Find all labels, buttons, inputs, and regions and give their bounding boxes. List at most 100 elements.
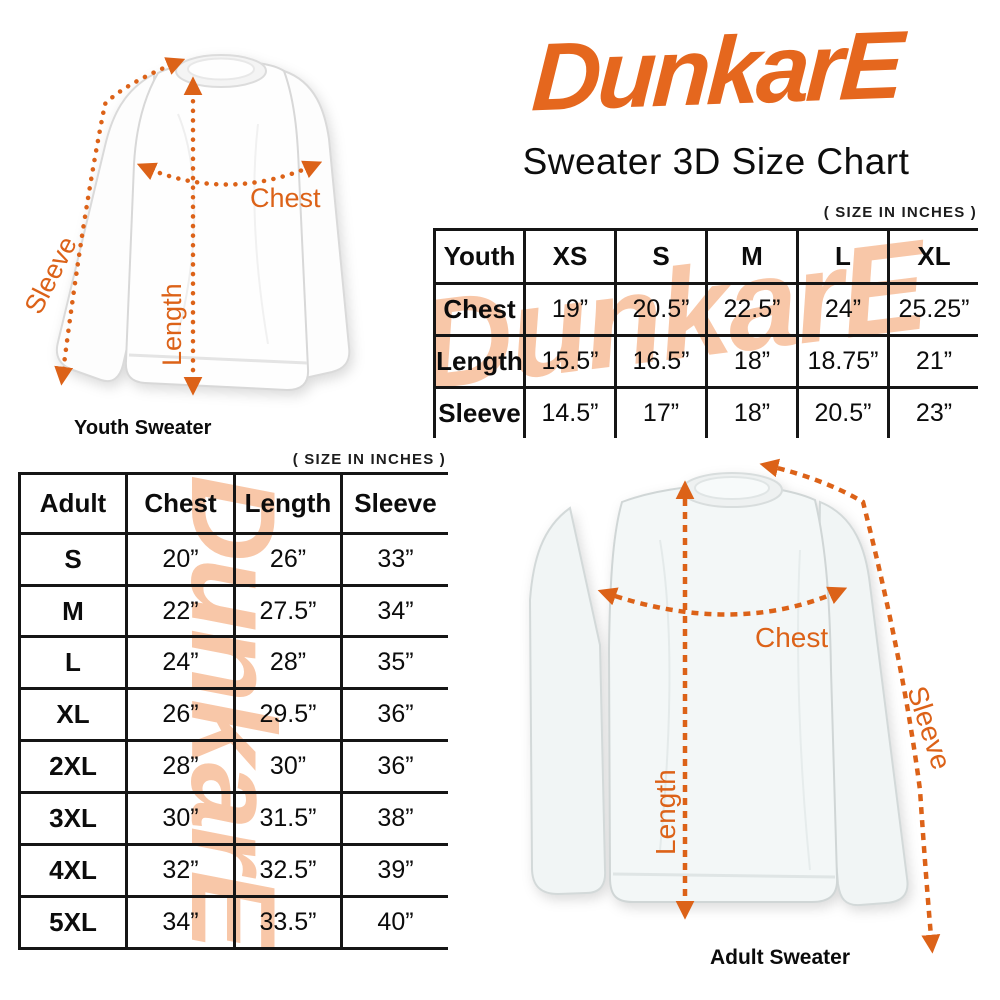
youth-chest-row: Chest 19” 20.5” 22.5” 24” 25.25” (433, 282, 978, 337)
cell: 24” (125, 635, 236, 691)
adult-header-cell: Adult (18, 472, 128, 535)
youth-collar-inner (187, 57, 255, 81)
youth-sweater-shape (55, 54, 351, 392)
youth-header-cell: Youth (433, 228, 526, 285)
row-label: L (18, 635, 128, 691)
youth-measurements: Sleeve Length Chest (19, 57, 323, 396)
youth-sweater-caption: Youth Sweater (74, 417, 212, 439)
adult-sweater-illustration: Chest Length Sleeve (470, 450, 995, 962)
adult-sweater-svg: Chest Length Sleeve (528, 458, 957, 954)
cell: 22.5” (705, 282, 799, 337)
youth-sleeve-row: Sleeve 14.5” 17” 18” 20.5” 23” (433, 386, 978, 438)
adult-body (607, 484, 839, 903)
youth-body (124, 60, 310, 392)
adult-sleeve-label: Sleeve (901, 682, 957, 773)
cell: 32.5” (233, 843, 343, 898)
cell: 38” (340, 791, 448, 847)
cell: 19” (523, 282, 617, 337)
adult-row-m: M 22” 27.5” 34” (18, 583, 448, 639)
row-label: XL (18, 687, 128, 743)
adult-row-xl: XL 26” 29.5” 36” (18, 687, 448, 743)
cell: 16.5” (614, 334, 708, 389)
youth-length-row: Length 15.5” 16.5” 18” 18.75” 21” (433, 334, 978, 389)
cell: 23” (887, 386, 978, 438)
cell: 18” (705, 386, 799, 438)
fold-line (253, 123, 269, 345)
cell: 20.5” (614, 282, 708, 337)
cell: 39” (340, 843, 448, 898)
cell: 18.75” (796, 334, 890, 389)
youth-header-row: Youth XS S M L XL (433, 228, 978, 285)
cell: 31.5” (233, 791, 343, 847)
cell: 26” (233, 531, 343, 587)
cell: 33.5” (233, 894, 343, 950)
adult-table-container: DunkarE Adult Chest Length Sleeve S 20” … (18, 472, 448, 950)
youth-sleeve-arrow (54, 57, 186, 386)
cell: 20.5” (796, 386, 890, 438)
youth-header-cell: XS (523, 228, 617, 285)
adult-row-4xl: 4XL 32” 32.5” 39” (18, 843, 448, 898)
cell: 34” (125, 894, 236, 950)
cell: 25.25” (887, 282, 978, 337)
youth-sweater-illustration: Sleeve Length Chest (19, 44, 428, 422)
youth-size-note: ( SIZE IN INCHES ) (823, 204, 977, 221)
row-label: 5XL (18, 894, 128, 950)
adult-row-3xl: 3XL 30” 31.5” 38” (18, 791, 448, 847)
cell: 34” (340, 583, 448, 639)
row-label: M (18, 583, 128, 639)
row-label: 4XL (18, 843, 128, 898)
row-label: Chest (433, 282, 526, 337)
cell: 17” (614, 386, 708, 438)
youth-header-cell: L (796, 228, 890, 285)
adult-left-sleeve (528, 506, 607, 896)
cell: 33” (340, 531, 448, 587)
youth-header-cell: XL (887, 228, 978, 285)
cell: 28” (125, 739, 236, 795)
youth-length-label: Length (157, 283, 187, 366)
adult-header-cell: Length (233, 472, 343, 535)
cell: 40” (340, 894, 448, 950)
adult-row-5xl: 5XL 34” 33.5” 40” (18, 894, 448, 950)
cell: 20” (125, 531, 236, 587)
adult-header-cell: Sleeve (340, 472, 448, 535)
adult-sleeve-arrow (759, 458, 941, 954)
youth-table-container: DunkarE Youth XS S M L XL Chest 19” 20.5… (433, 228, 978, 438)
adult-row-s: S 20” 26” 33” (18, 531, 448, 587)
page-title: Sweater 3D Size Chart (522, 141, 910, 182)
cell: 14.5” (523, 386, 617, 438)
cell: 36” (340, 687, 448, 743)
cell: 21” (887, 334, 978, 389)
row-label: 3XL (18, 791, 128, 847)
cell: 27.5” (233, 583, 343, 639)
adult-size-table: Adult Chest Length Sleeve S 20” 26” 33” … (18, 472, 448, 950)
cell: 30” (125, 791, 236, 847)
adult-collar-inner (694, 476, 770, 500)
adult-sweater-shape (528, 472, 909, 907)
cell: 30” (233, 739, 343, 795)
cell: 29.5” (233, 687, 343, 743)
adult-header-cell: Chest (125, 472, 236, 535)
youth-chest-label: Chest (250, 183, 321, 213)
row-label: 2XL (18, 739, 128, 795)
adult-sweater-caption: Adult Sweater (709, 946, 851, 969)
row-label: Length (433, 334, 526, 389)
cell: 24” (796, 282, 890, 337)
cell: 32” (125, 843, 236, 898)
brand-logo: DunkarE (529, 11, 903, 132)
row-label: Sleeve (433, 386, 526, 438)
adult-row-2xl: 2XL 28” 30” 36” (18, 739, 448, 795)
youth-header-cell: M (705, 228, 799, 285)
cell: 22” (125, 583, 236, 639)
youth-header-cell: S (614, 228, 708, 285)
adult-row-l: L 24” 28” 35” (18, 635, 448, 691)
adult-header-row: Adult Chest Length Sleeve (18, 472, 448, 535)
cell: 26” (125, 687, 236, 743)
cell: 18” (705, 334, 799, 389)
adult-length-label: Length (650, 769, 681, 855)
row-label: S (18, 531, 128, 587)
adult-chest-label: Chest (755, 622, 828, 653)
cell: 35” (340, 635, 448, 691)
youth-size-table: Youth XS S M L XL Chest 19” 20.5” 22.5” … (433, 228, 978, 438)
cell: 15.5” (523, 334, 617, 389)
